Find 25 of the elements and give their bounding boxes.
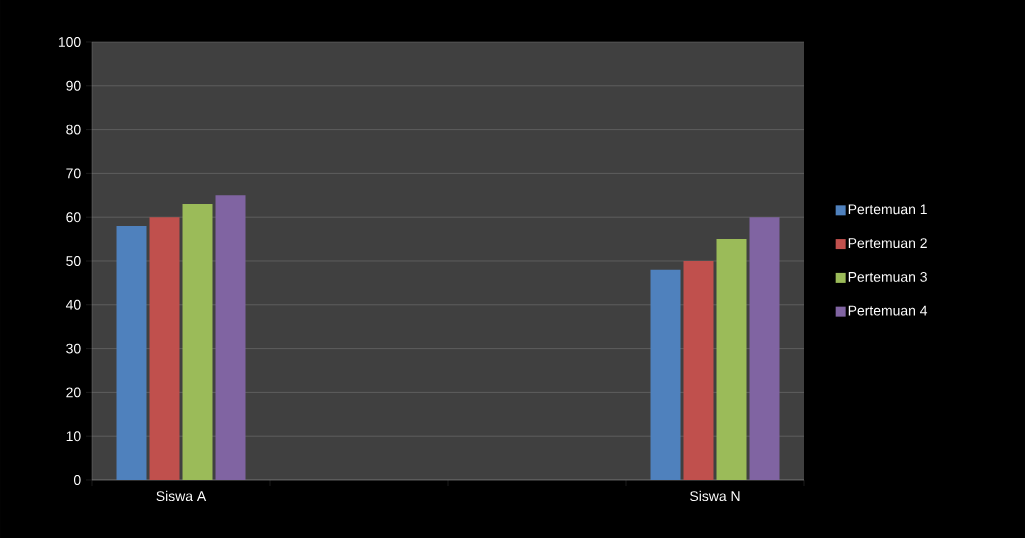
legend-label: Pertemuan 3: [848, 271, 927, 282]
bar: [683, 260, 714, 480]
bar: [182, 204, 213, 480]
legend-label: Pertemuan 4: [848, 305, 928, 316]
y-tick-label: 100: [58, 37, 81, 47]
y-tick-label: 50: [66, 256, 81, 266]
bar: [149, 217, 180, 480]
y-tick-label: 30: [66, 343, 81, 354]
y-tick-label: 90: [66, 80, 81, 91]
y-tick-label: 0: [73, 475, 81, 485]
y-tick-label: 80: [66, 124, 81, 135]
bar: [116, 225, 147, 480]
y-tick-label: 60: [66, 212, 81, 223]
bar: [650, 269, 681, 480]
x-tick-label: Siswa A: [156, 490, 207, 502]
y-tick-label: 20: [66, 387, 81, 398]
bar: [215, 195, 246, 480]
bar: [716, 239, 747, 480]
x-tick-label: Siswa N: [690, 490, 740, 502]
bar: [749, 217, 780, 480]
legend-label: Pertemuan 2: [848, 238, 927, 249]
y-tick-label: 40: [65, 299, 81, 310]
y-tick-label: 70: [66, 168, 81, 179]
y-tick-label: 10: [66, 431, 81, 442]
legend-label: Pertemuan 1: [848, 204, 927, 215]
